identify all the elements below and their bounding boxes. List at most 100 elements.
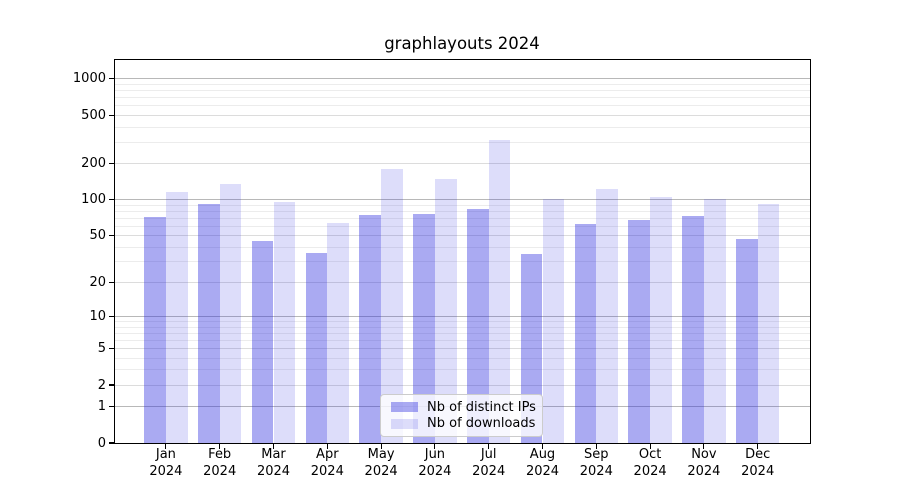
x-tick-apr [326, 444, 328, 449]
chart-title: graphlayouts 2024 [384, 34, 540, 53]
y-tick-label-1: 1 [97, 398, 106, 414]
y-tick-label-20: 20 [89, 275, 106, 291]
bar-distinct-ips-mar [251, 241, 274, 443]
gridline-minor [114, 105, 810, 107]
x-tick-jul [488, 444, 490, 449]
gridline-mid [114, 348, 810, 350]
x-tick-jun [434, 444, 436, 449]
gridline-mid [114, 162, 810, 164]
gridline-minor [114, 246, 810, 248]
gridline-minor [114, 90, 810, 92]
x-tick-label-dec: Dec 2024 [741, 447, 775, 479]
bar-distinct-ips-may [359, 214, 382, 443]
y-tick-label-5: 5 [97, 341, 106, 357]
y-tick-label-2: 2 [97, 377, 106, 393]
y-tick-label-1000: 1000 [72, 71, 106, 87]
bar-distinct-ips-sep [574, 223, 597, 443]
y-tick-label-0: 0 [97, 435, 106, 451]
legend-item-distinct-ips: Nb of distinct IPs [385, 401, 538, 414]
gridline-minor [114, 210, 810, 212]
gridline-minor [114, 217, 810, 219]
gridline-minor [114, 83, 810, 85]
x-tick-label-jul: Jul 2024 [472, 447, 506, 479]
x-tick-aug [541, 444, 544, 449]
y-tick-label-10: 10 [89, 309, 106, 325]
bar-downloads-apr [327, 222, 350, 443]
gridline-major [114, 199, 810, 201]
gridline-minor [114, 357, 810, 359]
y-tick-label-500: 500 [81, 107, 106, 123]
bar-downloads-nov [703, 198, 726, 443]
x-tick-label-oct: Oct 2024 [633, 447, 667, 479]
x-tick-feb [219, 444, 221, 449]
bar-downloads-jan [165, 192, 188, 443]
bar-downloads-jun [434, 178, 457, 443]
x-tick-nov [703, 444, 705, 449]
x-tick-dec [757, 444, 759, 449]
bar-distinct-ips-nov [682, 216, 704, 443]
y-tick-50 [108, 235, 114, 237]
bar-distinct-ips-feb [197, 203, 220, 443]
gridline-minor [114, 339, 810, 341]
legend-item-downloads: Nb of downloads [385, 417, 538, 430]
y-tick-20 [108, 281, 114, 284]
bar-distinct-ips-dec [735, 238, 758, 443]
gridline-minor [114, 321, 810, 323]
legend-swatch-distinct-ips [391, 401, 418, 413]
gridline-minor [114, 261, 810, 263]
gridline-major [114, 78, 810, 80]
y-tick-1 [108, 405, 114, 408]
gridline-mid [114, 282, 810, 284]
gridline-minor [114, 332, 810, 334]
gridline-minor [114, 97, 810, 99]
x-tick-sep [595, 444, 597, 449]
gridline-minor [114, 141, 810, 143]
gridline-minor [114, 126, 810, 128]
x-tick-label-may: May 2024 [364, 447, 398, 479]
legend-label-distinct-ips: Nb of distinct IPs [427, 399, 536, 415]
legend-label-downloads: Nb of downloads [427, 416, 536, 432]
gridline-major [114, 316, 810, 318]
y-tick-label-200: 200 [81, 155, 106, 171]
bar-downloads-sep [596, 188, 619, 443]
y-tick-500 [108, 114, 114, 116]
bar-distinct-ips-jun [413, 214, 435, 443]
x-tick-label-mar: Mar 2024 [256, 447, 291, 479]
x-tick-label-apr: Apr 2024 [310, 447, 344, 479]
y-tick-0 [108, 442, 114, 444]
bar-distinct-ips-apr [305, 252, 328, 443]
gridline-minor [114, 369, 810, 371]
gridline-mid [114, 384, 810, 386]
y-tick-2 [108, 384, 114, 386]
y-tick-5 [108, 347, 114, 350]
axis-frame [113, 59, 811, 445]
gridline-mid [114, 235, 810, 237]
bar-downloads-aug [542, 199, 565, 443]
x-tick-oct [649, 444, 651, 449]
x-tick-label-feb: Feb 2024 [203, 447, 237, 479]
y-tick-200 [108, 162, 114, 165]
bar-distinct-ips-oct [628, 219, 651, 443]
y-tick-label-50: 50 [89, 228, 106, 244]
x-tick-label-sep: Sep 2024 [579, 447, 613, 479]
gridline-minor [114, 326, 810, 328]
legend-swatch-downloads [391, 418, 418, 430]
bar-downloads-oct [650, 197, 672, 443]
gridline-mid [114, 114, 810, 116]
y-tick-label-100: 100 [81, 192, 106, 208]
x-tick-label-nov: Nov 2024 [687, 447, 721, 479]
bar-downloads-jul [488, 140, 511, 443]
bar-distinct-ips-jul [466, 208, 489, 443]
x-tick-label-jun: Jun 2024 [418, 447, 452, 479]
legend: Nb of distinct IPs Nb of downloads [380, 394, 543, 437]
x-tick-label-aug: Aug 2024 [525, 447, 560, 479]
bar-downloads-may [381, 168, 403, 443]
x-tick-label-jan: Jan 2024 [149, 447, 183, 479]
x-tick-may [380, 444, 382, 449]
x-tick-jan [165, 444, 167, 449]
y-tick-1000 [108, 78, 114, 80]
bar-downloads-feb [219, 183, 242, 443]
bar-distinct-ips-jan [144, 216, 166, 443]
